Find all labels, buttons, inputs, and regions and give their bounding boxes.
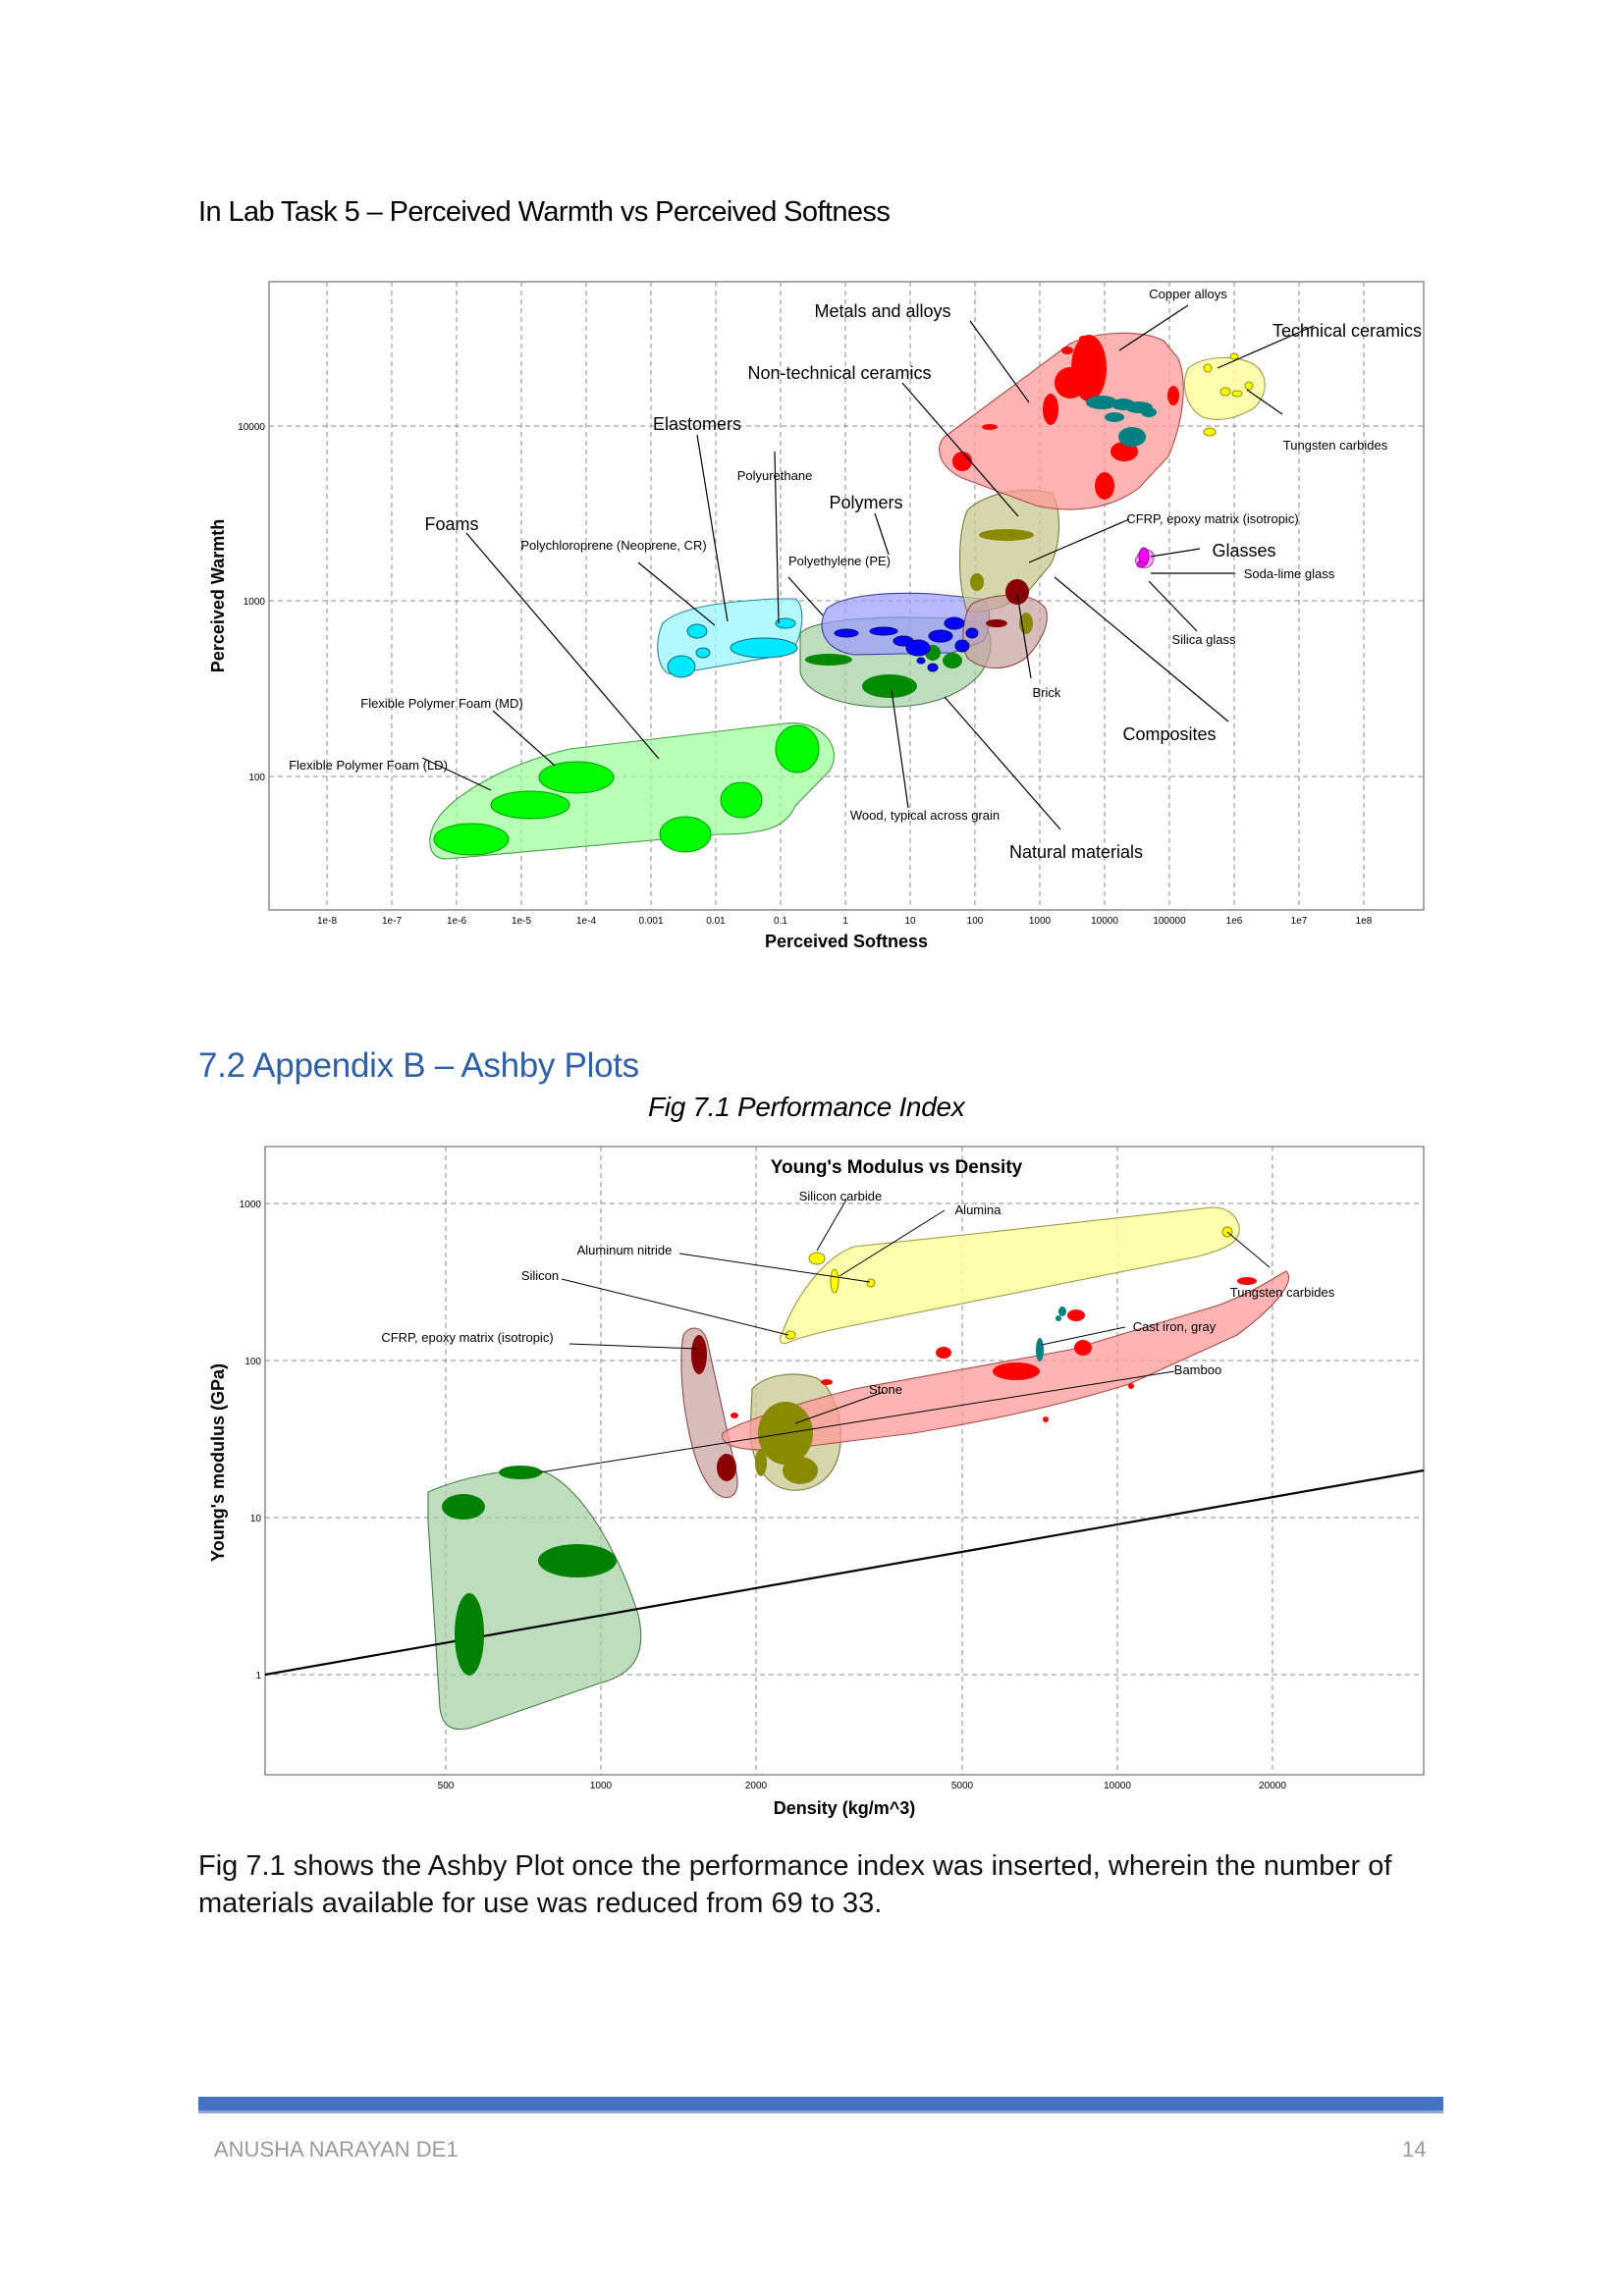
footer-divider	[198, 2097, 1443, 2113]
y-tick-label: 100	[248, 773, 265, 783]
x-tick-label: 5000	[951, 1781, 974, 1791]
x-tick-label: 0.1	[774, 916, 787, 927]
annotation-label: CFRP, epoxy matrix (isotropic)	[1126, 511, 1298, 526]
warmth-softness-chart: Metals and alloys Copper alloys Technica…	[208, 281, 1425, 951]
annotation-label: Soda-lime glass	[1244, 566, 1335, 581]
chart-title: Young's Modulus vs Density	[771, 1157, 1023, 1178]
y-axis-label: Perceived Warmth	[208, 519, 228, 672]
annotation-label: Composites	[1122, 724, 1216, 744]
annotation-label: Tungsten carbides	[1283, 438, 1388, 453]
page-number: 14	[1402, 2137, 1427, 2162]
annotation-label: Silicon	[521, 1268, 559, 1283]
annotation-label: CFRP, epoxy matrix (isotropic)	[381, 1330, 553, 1345]
footer-author: ANUSHA NARAYAN DE1	[214, 2137, 459, 2162]
x-tick-label: 1	[842, 916, 848, 927]
x-tick-labels: 500 1000 2000 5000 10000 20000	[438, 1781, 1287, 1791]
y-tick-label: 1	[255, 1671, 261, 1682]
annotation-label: Silicon carbide	[799, 1189, 883, 1203]
annotation-label: Stone	[869, 1382, 902, 1397]
y-tick-label: 10000	[238, 422, 265, 433]
y-tick-label: 10	[250, 1514, 262, 1524]
y-tick-labels: 1 10 100 1000	[240, 1200, 262, 1682]
x-tick-label: 1000	[590, 1781, 613, 1791]
x-tick-label: 1e-5	[512, 916, 531, 927]
technical-ceramics-envelope	[779, 1206, 1240, 1344]
x-tick-label: 20000	[1259, 1781, 1286, 1791]
annotation-label: Brick	[1033, 685, 1061, 700]
y-tick-label: 1000	[240, 1200, 262, 1210]
y-axis-label: Young's modulus (GPa)	[208, 1363, 228, 1562]
annotation-label: Foams	[424, 514, 478, 534]
annotation-label: Alumina	[955, 1202, 1002, 1217]
annotation-label: Polyurethane	[737, 468, 813, 483]
x-axis-label: Density (kg/m^3)	[774, 1798, 916, 1818]
x-tick-label: 500	[438, 1781, 455, 1791]
metals-envelope	[939, 332, 1184, 510]
appendix-heading: 7.2 Appendix B – Ashby Plots	[198, 1046, 639, 1085]
x-tick-label: 1e8	[1356, 916, 1373, 927]
annotation-label: Polymers	[829, 493, 902, 512]
x-tick-label: 100000	[1153, 916, 1186, 927]
x-axis-label: Perceived Softness	[765, 932, 928, 951]
body-paragraph: Fig 7.1 shows the Ashby Plot once the pe…	[198, 1850, 1392, 1919]
annotation-label: Technical ceramics	[1272, 321, 1422, 341]
foams-envelope	[429, 722, 835, 860]
youngs-modulus-density-chart: Silicon carbide Alumina Aluminum nitride…	[208, 1146, 1425, 1818]
annotation-label: Elastomers	[653, 414, 741, 434]
x-tick-label: 100	[967, 916, 984, 927]
x-tick-label: 1e6	[1226, 916, 1243, 927]
annotation-label: Polychloroprene (Neoprene, CR)	[520, 538, 706, 553]
x-tick-label: 1e7	[1291, 916, 1308, 927]
x-tick-labels: 1e-8 1e-7 1e-6 1e-5 1e-4 0.001 0.01 0.1 …	[317, 916, 1373, 927]
x-tick-label: 2000	[745, 1781, 768, 1791]
leader-lines	[539, 1199, 1271, 1473]
x-tick-label: 10000	[1091, 916, 1118, 927]
chart2-annotations: Silicon carbide Alumina Aluminum nitride…	[381, 1189, 1334, 1397]
x-tick-label: 0.001	[638, 916, 663, 927]
x-tick-label: 0.01	[706, 916, 726, 927]
leader-lines	[421, 304, 1315, 830]
annotation-label: Flexible Polymer Foam (MD)	[360, 696, 522, 711]
material-bubbles	[433, 335, 1254, 856]
annotation-label: Cast iron, gray	[1133, 1319, 1217, 1334]
x-tick-label: 1e-7	[382, 916, 402, 927]
x-tick-label: 1000	[1029, 916, 1052, 927]
chart1-annotations: Metals and alloys Copper alloys Technica…	[289, 287, 1422, 862]
y-tick-labels: 100 1000 10000	[238, 422, 265, 783]
y-tick-label: 1000	[244, 597, 266, 608]
annotation-label: Metals and alloys	[814, 301, 950, 321]
annotation-label: Polyethylene (PE)	[788, 554, 891, 568]
annotation-label: Natural materials	[1009, 842, 1143, 862]
x-tick-label: 10	[904, 916, 916, 927]
x-tick-label: 10000	[1104, 1781, 1131, 1791]
annotation-label: Silica glass	[1171, 632, 1236, 647]
material-bubbles	[442, 1226, 1257, 1676]
annotation-label: Tungsten carbides	[1230, 1285, 1335, 1300]
x-tick-label: 1e-4	[576, 916, 596, 927]
annotation-label: Non-technical ceramics	[747, 363, 931, 383]
section-title: In Lab Task 5 – Perceived Warmth vs Perc…	[198, 196, 891, 228]
annotation-label: Aluminum nitride	[577, 1243, 673, 1257]
x-tick-label: 1e-8	[317, 916, 337, 927]
annotation-label: Bamboo	[1174, 1362, 1221, 1377]
y-tick-label: 100	[244, 1357, 261, 1367]
annotation-label: Copper alloys	[1149, 287, 1227, 301]
figure-caption: Fig 7.1 Performance Index	[648, 1092, 965, 1122]
annotation-label: Flexible Polymer Foam (LD)	[289, 758, 448, 773]
annotation-label: Wood, typical across grain	[850, 808, 1000, 823]
annotation-label: Glasses	[1212, 541, 1275, 561]
x-tick-label: 1e-6	[447, 916, 466, 927]
